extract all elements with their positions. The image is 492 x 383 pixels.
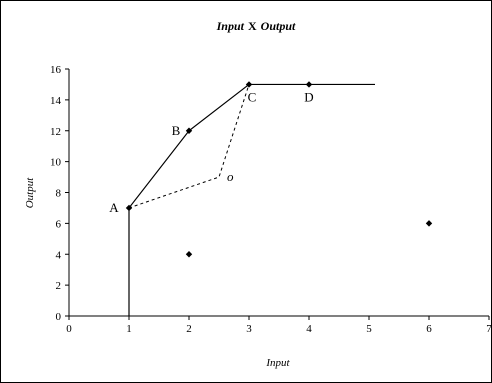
x-tick-label-6: 6: [426, 323, 432, 335]
chart-title-part-c: Output: [261, 19, 296, 33]
x-tick-label-3: 3: [246, 323, 252, 335]
x-tick-label-1: 1: [126, 323, 132, 335]
point-label-a: A: [109, 200, 119, 215]
y-tick-label-4: 8: [56, 188, 62, 200]
data-point-5: [425, 220, 433, 227]
y-axis-label: Output: [24, 177, 36, 209]
chart-title-part-a: Input: [216, 19, 245, 33]
x-tick-label-7: 7: [486, 323, 492, 335]
y-tick-label-2: 4: [56, 249, 62, 261]
data-point-a: [125, 204, 133, 212]
point-label-c: C: [248, 89, 257, 104]
data-point-4: [185, 251, 193, 258]
y-tick-label-3: 6: [56, 218, 62, 230]
y-tick-label-8: 16: [50, 64, 62, 76]
data-point-c: [245, 81, 253, 88]
y-tick-label-1: 2: [56, 280, 62, 292]
chart-title: Input X Output: [216, 19, 296, 33]
dashed-path-line: [128, 84, 250, 209]
data-point-b: [185, 127, 193, 134]
point-label-o: o: [227, 169, 234, 184]
x-tick-label-4: 4: [306, 323, 312, 335]
y-tick-label-7: 14: [50, 95, 62, 107]
x-tick-label-0: 0: [66, 323, 72, 335]
chart-title-part-b: X: [248, 19, 257, 33]
x-tick-label-2: 2: [186, 323, 192, 335]
data-point-d: [305, 81, 313, 88]
y-tick-label-0: 0: [56, 311, 62, 323]
y-tick-label-5: 10: [50, 157, 62, 169]
point-label-b: B: [172, 123, 181, 138]
y-tick-label-6: 12: [50, 126, 61, 138]
x-tick-label-5: 5: [366, 323, 372, 335]
point-label-d: D: [304, 89, 313, 104]
x-axis-label: Input: [265, 357, 290, 369]
